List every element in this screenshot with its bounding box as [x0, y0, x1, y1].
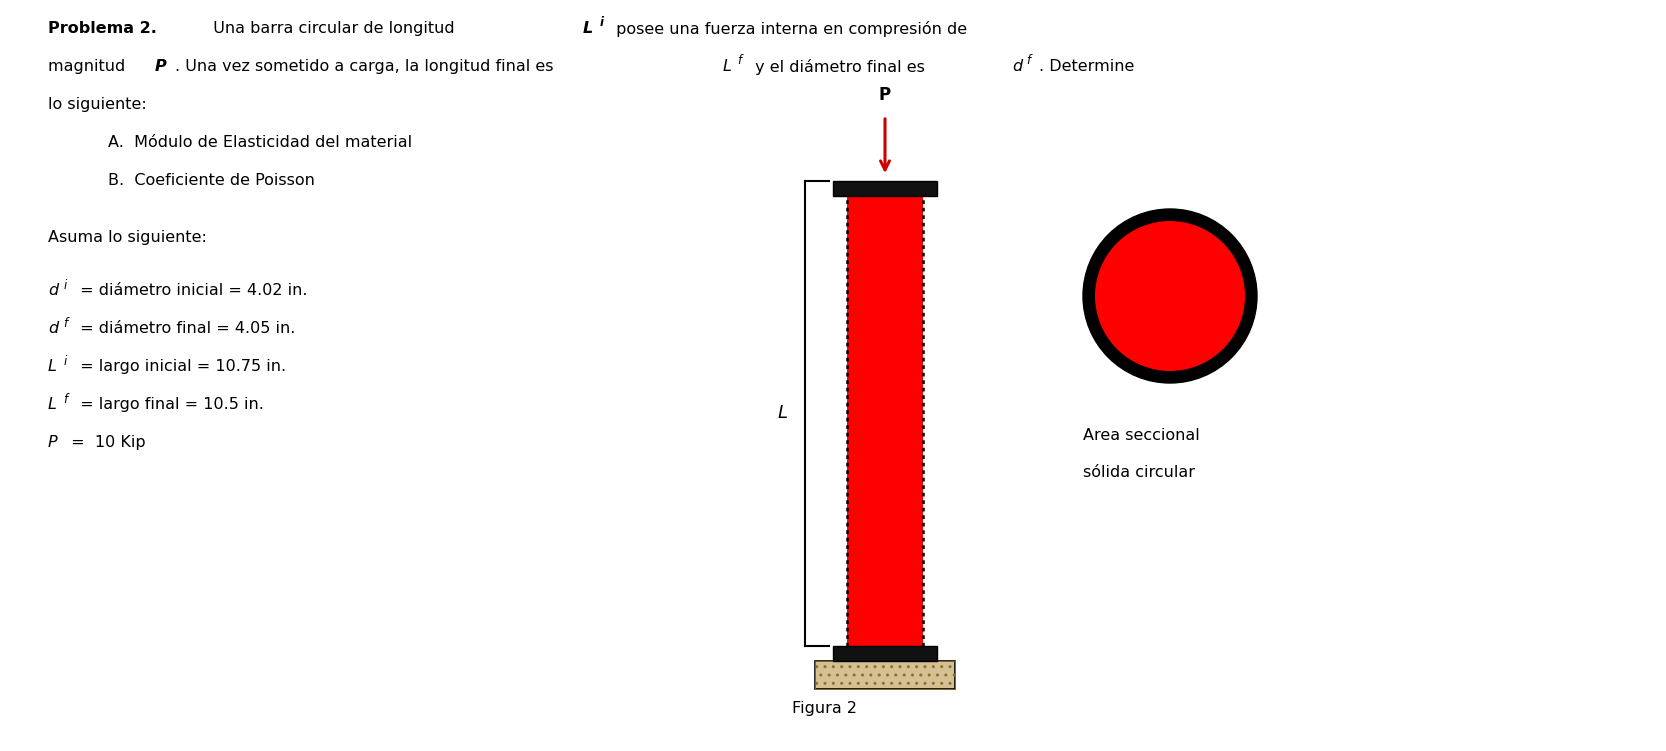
Text: B.  Coeficiente de Poisson: B. Coeficiente de Poisson	[108, 173, 315, 188]
Text: d: d	[48, 321, 58, 336]
Text: f: f	[63, 317, 68, 330]
Text: P: P	[48, 435, 58, 450]
Bar	[815, 661, 955, 689]
Text: L: L	[778, 405, 788, 423]
Text: Problema 2.: Problema 2.	[48, 21, 157, 36]
Text: Una barra circular de longitud: Una barra circular de longitud	[203, 21, 460, 36]
Text: magnitud: magnitud	[48, 59, 130, 74]
Text: A.  Módulo de Elasticidad del material: A. Módulo de Elasticidad del material	[108, 135, 412, 150]
Text: f: f	[63, 393, 68, 406]
Text: L: L	[48, 397, 57, 412]
Text: P: P	[155, 59, 167, 74]
Text: = largo inicial = 10.75 in.: = largo inicial = 10.75 in.	[75, 359, 287, 374]
Text: f: f	[1026, 55, 1030, 68]
Text: P: P	[880, 86, 891, 104]
Ellipse shape	[1083, 209, 1258, 383]
Bar	[833, 181, 936, 196]
Text: i: i	[600, 17, 603, 29]
Text: =  10 Kip: = 10 Kip	[67, 435, 145, 450]
Bar	[815, 661, 955, 689]
Text: d: d	[1011, 59, 1023, 74]
Text: = diámetro final = 4.05 in.: = diámetro final = 4.05 in.	[75, 321, 295, 336]
Bar	[846, 196, 923, 646]
Text: = largo final = 10.5 in.: = largo final = 10.5 in.	[75, 397, 263, 412]
Bar	[833, 646, 936, 661]
Text: = diámetro inicial = 4.02 in.: = diámetro inicial = 4.02 in.	[75, 283, 308, 298]
Text: L: L	[48, 359, 57, 374]
Text: i: i	[63, 279, 67, 291]
Text: Area seccional: Area seccional	[1083, 428, 1200, 443]
Ellipse shape	[1095, 221, 1245, 371]
Text: sólida circular: sólida circular	[1083, 465, 1195, 480]
Text: d: d	[48, 283, 58, 298]
Text: Asuma lo siguiente:: Asuma lo siguiente:	[48, 230, 207, 245]
Text: Figura 2: Figura 2	[793, 701, 858, 716]
Text: L: L	[723, 59, 731, 74]
Text: i: i	[63, 354, 67, 368]
Text: f: f	[736, 55, 741, 68]
Text: . Determine: . Determine	[1040, 59, 1135, 74]
Text: y el diámetro final es: y el diámetro final es	[750, 59, 930, 75]
Text: L: L	[583, 21, 593, 36]
Text: posee una fuerza interna en compresión de: posee una fuerza interna en compresión d…	[611, 21, 968, 37]
Text: lo siguiente:: lo siguiente:	[48, 97, 147, 112]
Text: . Una vez sometido a carga, la longitud final es: . Una vez sometido a carga, la longitud …	[175, 59, 558, 74]
